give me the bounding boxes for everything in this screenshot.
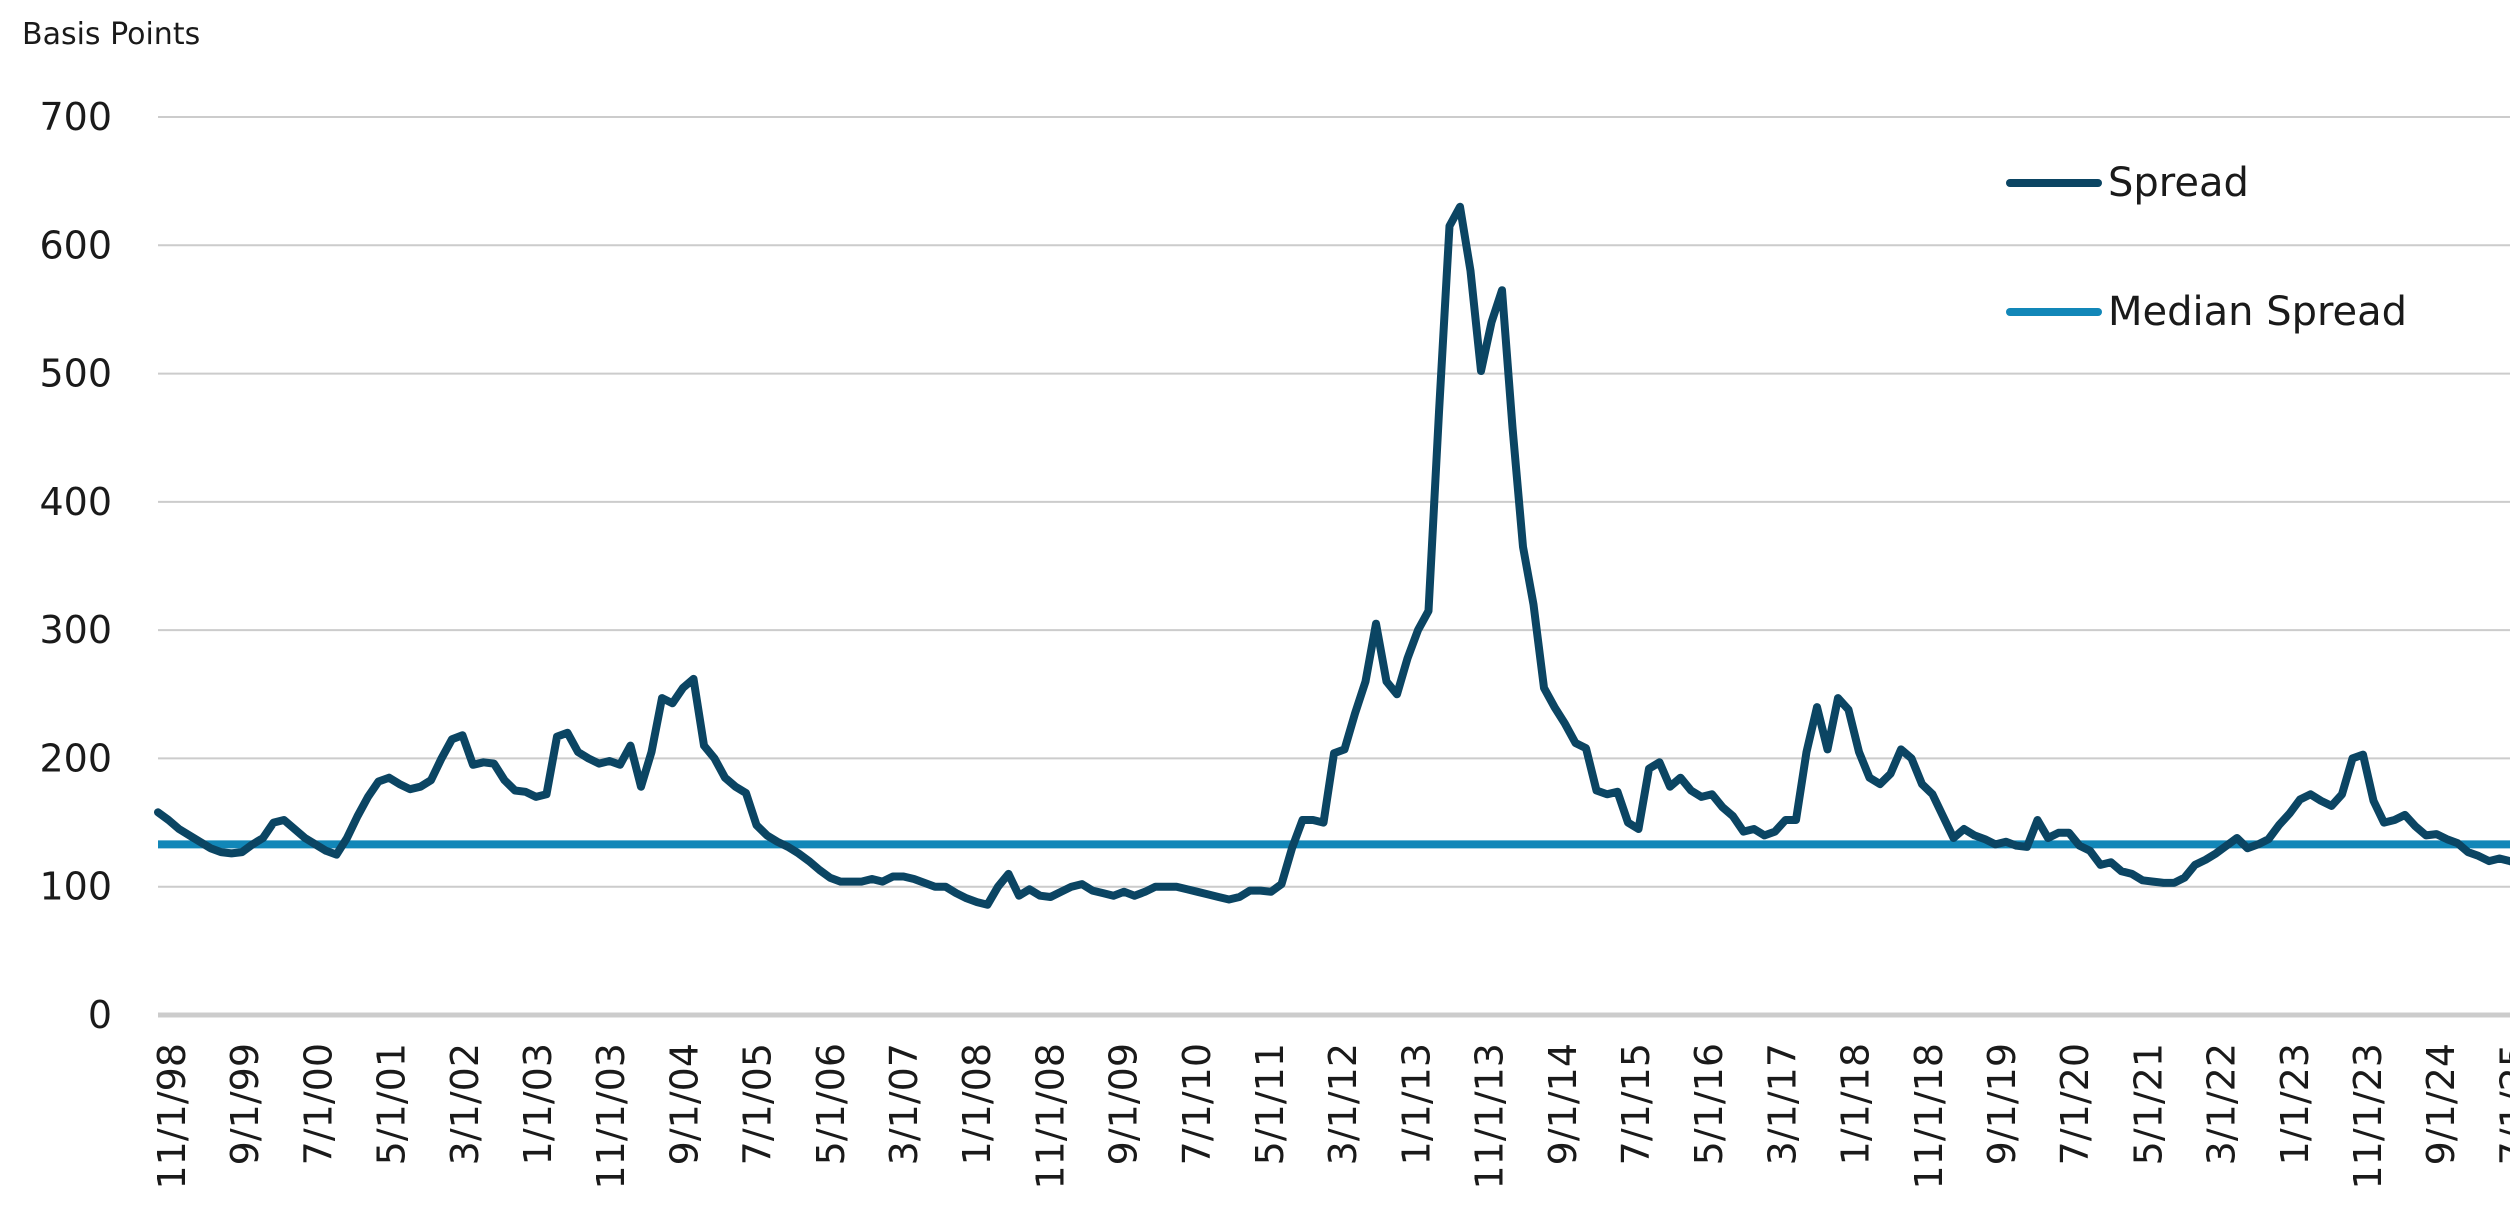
x-tick-label: 7/1/00: [296, 1043, 340, 1165]
x-tick-label: 11/1/13: [1468, 1043, 1512, 1190]
x-tick-label: 3/1/02: [443, 1043, 487, 1165]
x-tick-label: 5/1/11: [1248, 1043, 1292, 1165]
legend-spread-label: Spread: [2108, 160, 2249, 206]
x-tick-label: 9/1/04: [662, 1043, 706, 1165]
y-axis-ticks: 0 100 200 300 400 500 600 700: [39, 95, 112, 1037]
legend-median-label: Median Spread: [2108, 289, 2407, 335]
x-tick-label: 1/1/03: [516, 1043, 560, 1165]
x-tick-label: 11/1/18: [1907, 1043, 1951, 1190]
y-tick-label: 700: [39, 95, 112, 139]
x-tick-label: 9/1/24: [2419, 1043, 2463, 1165]
x-tick-label: 11/1/98: [150, 1043, 194, 1190]
x-tick-label: 11/1/03: [589, 1043, 633, 1190]
y-tick-label: 400: [39, 480, 112, 524]
y-tick-label: 600: [39, 223, 112, 267]
y-tick-label: 300: [39, 608, 112, 652]
y-tick-label: 100: [39, 865, 112, 909]
x-tick-label: 1/1/23: [2273, 1043, 2317, 1165]
x-tick-label: 5/1/06: [809, 1043, 853, 1165]
x-tick-label: 3/1/07: [882, 1043, 926, 1165]
x-tick-label: 7/1/25: [2492, 1043, 2510, 1165]
x-axis-ticks: 11/1/98 9/1/99 7/1/00 5/1/01 3/1/02 1/1/03 11/…: [150, 1043, 2510, 1190]
x-tick-label: 7/1/15: [1614, 1043, 1658, 1165]
x-tick-label: 7/1/10: [1175, 1043, 1219, 1165]
legend: Spread Median Spread: [2006, 160, 2407, 335]
x-tick-label: 1/1/13: [1394, 1043, 1438, 1165]
x-tick-label: 7/1/05: [736, 1043, 780, 1165]
x-tick-label: 3/1/22: [2200, 1043, 2244, 1165]
y-tick-label: 200: [39, 736, 112, 780]
x-tick-label: 9/1/19: [1980, 1043, 2024, 1165]
x-tick-label: 9/1/99: [223, 1043, 267, 1165]
y-axis-title: Basis Points: [22, 17, 200, 52]
x-tick-label: 5/1/16: [1687, 1043, 1731, 1165]
x-tick-label: 11/1/23: [2346, 1043, 2390, 1190]
x-tick-label: 9/1/09: [1102, 1043, 1146, 1165]
x-tick-label: 11/1/08: [1028, 1043, 1072, 1190]
x-tick-label: 3/1/17: [1760, 1043, 1804, 1165]
x-tick-label: 9/1/14: [1541, 1043, 1585, 1165]
x-tick-label: 1/1/08: [955, 1043, 999, 1165]
spread-line: [154, 202, 2510, 909]
y-tick-label: 0: [88, 993, 112, 1037]
x-tick-label: 5/1/21: [2126, 1043, 2170, 1165]
y-tick-label: 500: [39, 352, 112, 396]
x-tick-label: 5/1/01: [370, 1043, 414, 1165]
x-tick-label: 7/1/20: [2053, 1043, 2097, 1165]
x-tick-label: 1/1/18: [1834, 1043, 1878, 1165]
x-tick-label: 3/1/12: [1321, 1043, 1365, 1165]
